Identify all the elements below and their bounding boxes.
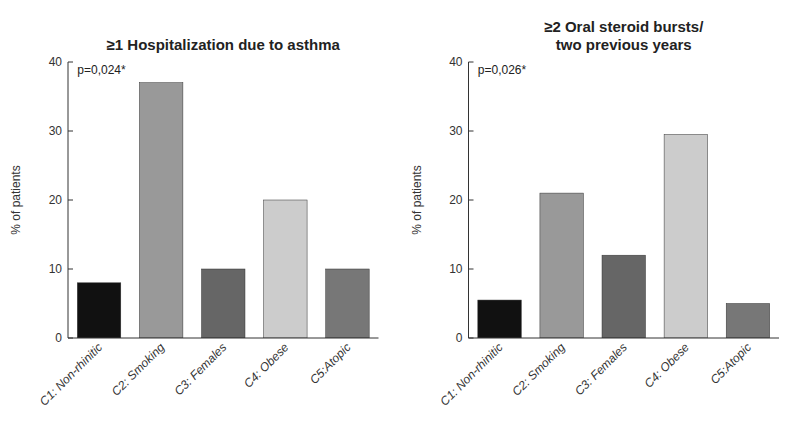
bar [602,255,645,338]
x-tick-label: C4: Obese [642,340,693,391]
bars [478,134,770,338]
y-axis [68,62,69,338]
x-tick-label: C1: Non-rhinitic [37,340,105,408]
y-tick-label: 30 [49,124,63,138]
y-tick-label: 40 [49,55,63,69]
bar [326,269,369,338]
y-axis-label: % of patients [9,165,23,234]
x-axis [68,338,379,339]
x-tick-label: C3: Females [572,340,630,398]
title: ≥1 Hospitalization due to asthma [107,36,341,53]
bar [664,134,707,338]
bar [540,193,583,338]
panel: ≥1 Hospitalization due to asthma 0 10 20 30 4… [9,36,379,409]
y-tick-label: 0 [55,331,62,345]
y-tick-label: 20 [449,193,463,207]
bar [202,269,245,338]
y-tick-label: 40 [449,55,463,69]
x-tick-label: C2: Smoking [109,340,168,399]
y-axis [468,62,469,338]
y-tick [469,200,474,201]
y-tick [469,62,474,63]
x-tick-label: C1: Non-rhinitic [437,340,505,408]
x-tick-label: C4: Obese [241,340,292,391]
annotation: p=0,026* [478,63,527,77]
y-tick-label: 20 [49,193,63,207]
bar [139,83,182,338]
x-tick-label: C5:Atopic [707,340,754,387]
y-tick [469,131,474,132]
x-axis [469,338,780,339]
y-tick-label: 10 [49,262,63,276]
y-tick-label: 30 [449,124,463,138]
panel: ≥2 Oral steroid bursts/two previous year… [410,18,780,409]
y-axis-label: % of patients [410,165,424,234]
y-tick [68,200,73,201]
bars [77,83,369,338]
y-tick [68,269,73,270]
x-tick-label: C2: Smoking [509,340,568,399]
figure: ≥1 Hospitalization due to asthma 0 10 20 30 4… [0,0,801,446]
bar [478,300,521,338]
x-tick-label: C5:Atopic [307,340,354,387]
annotation: p=0,024* [77,63,126,77]
y-tick [68,131,73,132]
bar [77,283,120,338]
y-tick-label: 0 [456,331,463,345]
bar [726,304,769,339]
y-tick-label: 10 [449,262,463,276]
bar [264,200,307,338]
title: ≥2 Oral steroid bursts/two previous year… [544,18,704,53]
x-tick-label: C3: Females [171,340,229,398]
y-tick [469,269,474,270]
y-tick [68,62,73,63]
